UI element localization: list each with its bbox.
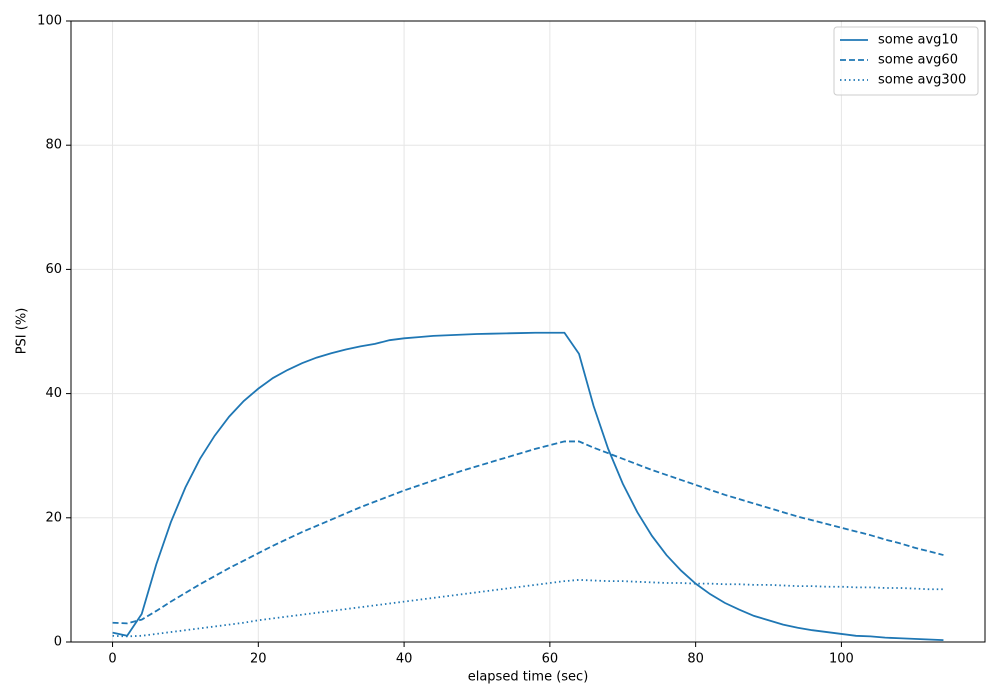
- legend-label: some avg300: [878, 73, 966, 88]
- y-tick-label: 80: [45, 138, 62, 153]
- x-tick-label: 100: [829, 652, 854, 667]
- series-line: [112, 578, 944, 638]
- legend-label: some avg60: [878, 53, 958, 68]
- x-tick-label: 80: [687, 652, 704, 667]
- x-tick-label: 0: [108, 652, 116, 667]
- legend: some avg10 some avg60 some avg300: [833, 26, 979, 96]
- legend-label: some avg10: [878, 33, 958, 48]
- y-tick-label: 60: [45, 262, 62, 277]
- x-tick-label: 40: [396, 652, 413, 667]
- x-tick-label: 60: [542, 652, 559, 667]
- y-tick-label: 100: [37, 14, 62, 29]
- legend-box: [833, 26, 979, 96]
- y-tick-label: 0: [54, 635, 62, 650]
- series-line: [112, 331, 944, 642]
- y-axis-label: PSI (%): [15, 308, 30, 355]
- series-line: [112, 440, 944, 625]
- axes-frame: [70, 20, 986, 643]
- x-tick-label: 20: [250, 652, 267, 667]
- x-axis-label: elapsed time (sec): [468, 670, 589, 685]
- y-tick-label: 40: [45, 386, 62, 401]
- y-tick-label: 20: [45, 510, 62, 525]
